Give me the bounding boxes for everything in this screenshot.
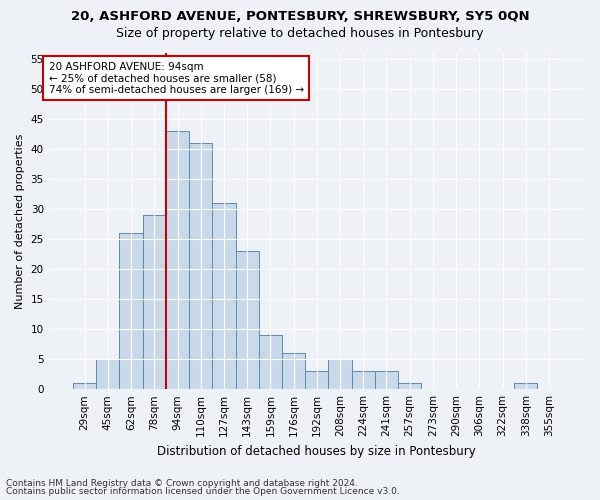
Bar — [282, 353, 305, 389]
Bar — [352, 371, 375, 389]
Bar — [328, 359, 352, 389]
Bar — [259, 335, 282, 389]
Bar — [96, 359, 119, 389]
Bar — [119, 233, 143, 389]
Bar — [398, 383, 421, 389]
Bar — [73, 383, 96, 389]
Bar — [212, 203, 236, 389]
Bar — [166, 130, 189, 389]
X-axis label: Distribution of detached houses by size in Pontesbury: Distribution of detached houses by size … — [157, 444, 476, 458]
Bar — [236, 251, 259, 389]
Text: Size of property relative to detached houses in Pontesbury: Size of property relative to detached ho… — [116, 28, 484, 40]
Text: 20, ASHFORD AVENUE, PONTESBURY, SHREWSBURY, SY5 0QN: 20, ASHFORD AVENUE, PONTESBURY, SHREWSBU… — [71, 10, 529, 23]
Bar — [189, 142, 212, 389]
Bar — [305, 371, 328, 389]
Text: Contains public sector information licensed under the Open Government Licence v3: Contains public sector information licen… — [6, 487, 400, 496]
Text: 20 ASHFORD AVENUE: 94sqm
← 25% of detached houses are smaller (58)
74% of semi-d: 20 ASHFORD AVENUE: 94sqm ← 25% of detach… — [49, 62, 304, 94]
Bar — [375, 371, 398, 389]
Text: Contains HM Land Registry data © Crown copyright and database right 2024.: Contains HM Land Registry data © Crown c… — [6, 478, 358, 488]
Bar — [514, 383, 538, 389]
Bar — [143, 215, 166, 389]
Y-axis label: Number of detached properties: Number of detached properties — [15, 133, 25, 308]
